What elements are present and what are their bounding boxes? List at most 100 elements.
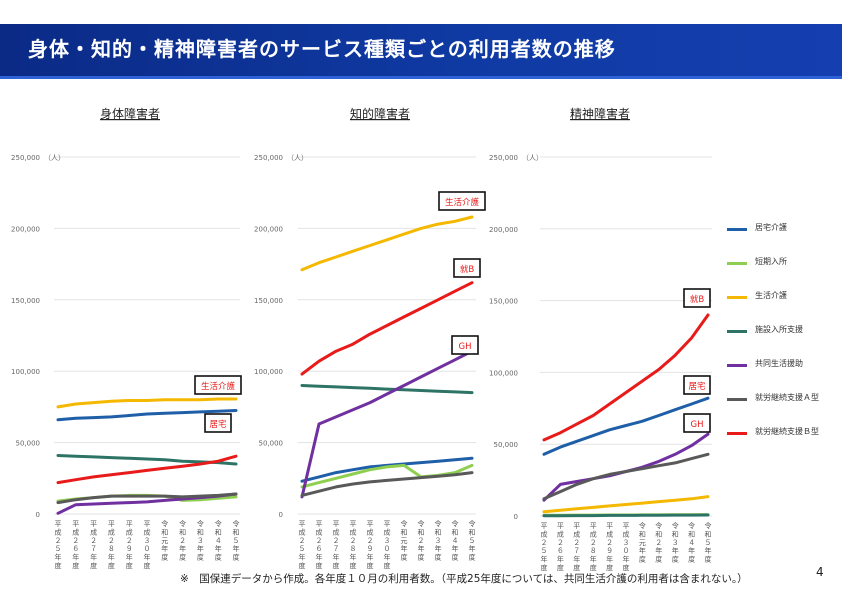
title-bar-background [0, 24, 842, 76]
annotation-box [683, 375, 711, 395]
x-tick-label: 平成２５年度 [299, 520, 306, 570]
annotation-label: GH [459, 342, 472, 352]
legend-label: 就労継続支援Ｂ型 [755, 427, 819, 436]
y-tick-label: 50,000 [16, 440, 41, 448]
annotation-label: 生活介護 [445, 197, 480, 208]
series-line-就労継続支援Ｂ型 [542, 313, 710, 442]
x-tick-label: 平成２８年度 [108, 520, 115, 570]
annotation-label: 居宅 [688, 381, 705, 392]
y-tick-label: 200,000 [489, 226, 518, 234]
legend-label: 施設入所支援 [755, 325, 803, 334]
legend-swatch [727, 228, 747, 231]
y-tick-label: 200,000 [11, 225, 40, 233]
x-tick-label: 平成３０年度 [144, 520, 151, 570]
y-tick-label: 150,000 [11, 297, 40, 305]
annotation-box [453, 258, 481, 278]
y-tick-label: 0 [279, 511, 283, 519]
page-title: 身体・知的・精神障害者のサービス種類ごとの利用者数の推移 [28, 37, 616, 61]
x-tick-label: 令和５年度 [233, 519, 240, 562]
y-unit-label: （人） [522, 154, 543, 162]
x-tick-label: 令和元年度 [161, 519, 168, 562]
series-line-生活介護 [56, 397, 238, 409]
x-tick-label: 平成２６年度 [557, 522, 564, 572]
y-tick-label: 250,000 [11, 154, 40, 162]
annotation-box [683, 413, 711, 433]
title-banner: 身体・知的・精神障害者のサービス種類ごとの利用者数の推移 [0, 0, 842, 79]
legend-label: 就労継続支援Ａ型 [755, 393, 819, 402]
legend-swatch [727, 398, 747, 401]
annotation-label: 居宅 [209, 419, 226, 430]
x-tick-label: 令和５年度 [469, 519, 476, 562]
x-tick-label: 平成２７年度 [333, 520, 340, 570]
series-line-居宅介護 [56, 409, 238, 422]
legend-label: 共同生活援助 [755, 359, 803, 368]
y-unit-label: （人） [287, 154, 308, 162]
x-tick-label: 平成２６年度 [72, 520, 79, 570]
x-tick-label: 平成２８年度 [590, 522, 597, 572]
y-tick-label: 50,000 [494, 441, 519, 449]
annotation-box [683, 288, 711, 308]
y-unit-label: （人） [44, 154, 65, 162]
x-tick-label: 令和元年度 [401, 519, 408, 562]
legend-swatch [727, 262, 747, 265]
annotation-label: GH [691, 420, 704, 430]
x-tick-label: 令和２年度 [655, 521, 662, 564]
series-line-施設入所支援 [300, 384, 474, 395]
series-line-就労継続支援Ａ型 [56, 492, 238, 505]
chart-title: 知的障害者 [350, 106, 410, 121]
y-tick-label: 250,000 [254, 154, 283, 162]
x-tick-label: 平成２９年度 [606, 522, 613, 572]
y-tick-label: 250,000 [489, 154, 518, 162]
y-tick-label: 150,000 [254, 297, 283, 305]
series-line-生活介護 [300, 215, 474, 272]
title-bar-edge [0, 76, 842, 79]
annotation-box [204, 413, 232, 433]
series-line-就労継続支援Ｂ型 [56, 454, 238, 485]
legend-label: 短期入所 [755, 257, 787, 266]
legend-label: 生活介護 [755, 291, 787, 300]
annotation-box [451, 335, 479, 355]
series-line-生活介護 [542, 495, 710, 514]
series-line-居宅介護 [300, 456, 474, 483]
annotation-label: 就B [460, 264, 475, 275]
x-tick-label: 令和３年度 [435, 519, 442, 562]
x-tick-label: 平成２９年度 [367, 520, 374, 570]
footnote: ※ 国保連データから作成。各年度１０月の利用者数。（平成25年度については、共同… [180, 573, 748, 585]
x-tick-label: 平成２６年度 [316, 520, 323, 570]
y-tick-label: 0 [36, 511, 40, 519]
annotation-box [194, 375, 242, 395]
chart-title: 身体障害者 [100, 106, 160, 121]
x-tick-label: 令和４年度 [688, 521, 695, 564]
series-line-共同生活援助 [300, 349, 474, 499]
y-tick-label: 150,000 [489, 298, 518, 306]
series-line-居宅介護 [542, 396, 710, 456]
legend-swatch [727, 296, 747, 299]
x-tick-label: 平成３０年度 [623, 522, 630, 572]
x-tick-label: 平成３０年度 [384, 520, 391, 570]
series-line-就労継続支援Ａ型 [300, 471, 474, 497]
x-tick-label: 令和３年度 [197, 519, 204, 562]
legend-swatch [727, 364, 747, 367]
x-tick-label: 令和２年度 [179, 519, 186, 562]
series-line-就労継続支援Ｂ型 [300, 281, 474, 376]
x-tick-label: 平成２９年度 [126, 520, 133, 570]
page-number: 4 [816, 565, 824, 579]
annotation-label: 生活介護 [201, 381, 236, 392]
series-line-就労継続支援Ａ型 [542, 452, 710, 501]
x-tick-label: 平成２７年度 [573, 522, 580, 572]
y-tick-label: 100,000 [254, 368, 283, 376]
x-tick-label: 平成２５年度 [541, 522, 548, 572]
y-tick-label: 100,000 [11, 368, 40, 376]
y-tick-label: 50,000 [259, 440, 284, 448]
x-tick-label: 平成２７年度 [90, 520, 97, 570]
legend-swatch [727, 330, 747, 333]
annotation-label: 就B [690, 294, 705, 305]
x-tick-label: 令和２年度 [418, 519, 425, 562]
y-tick-label: 0 [514, 513, 518, 521]
y-tick-label: 200,000 [254, 225, 283, 233]
x-tick-label: 平成２８年度 [350, 520, 357, 570]
annotation-box [438, 191, 486, 211]
x-tick-label: 平成２５年度 [55, 520, 62, 570]
series-line-施設入所支援 [542, 513, 710, 518]
